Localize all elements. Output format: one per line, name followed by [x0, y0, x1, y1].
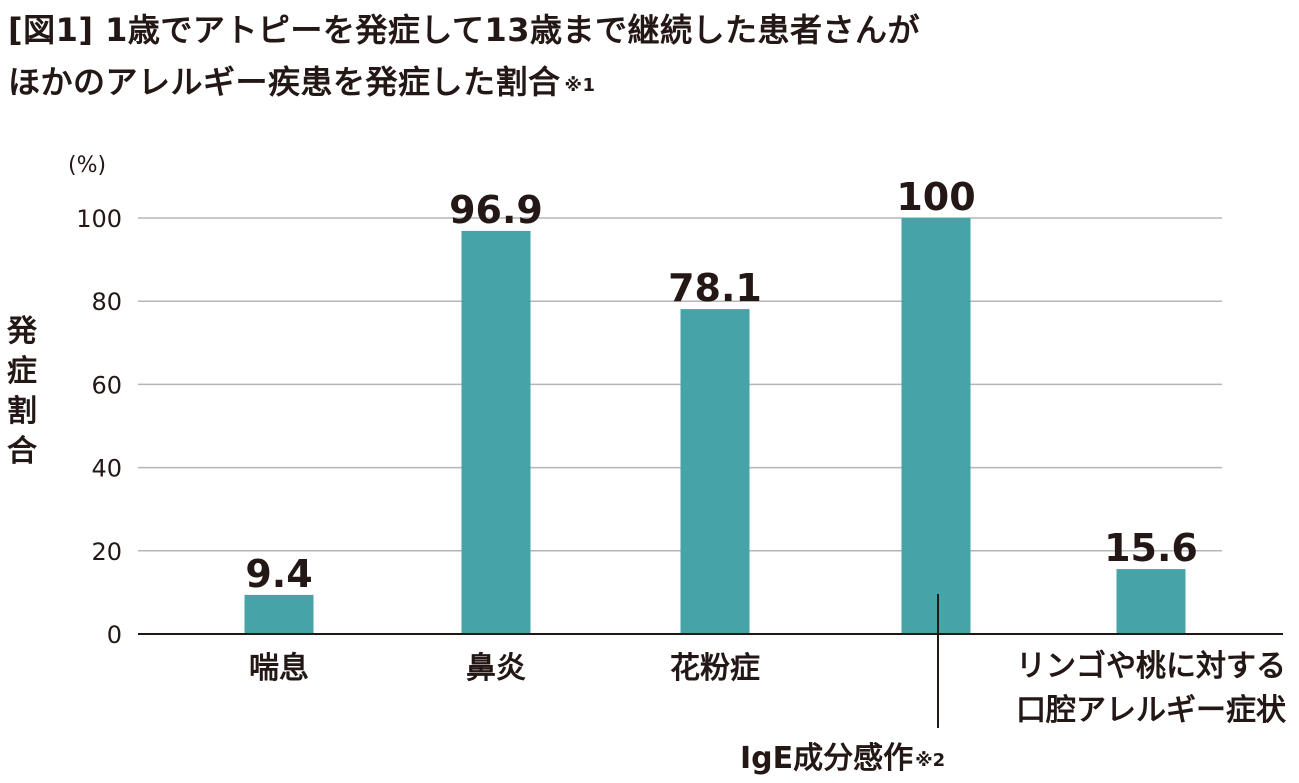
x-category-label: IgE成分感作 ※2 — [740, 737, 1000, 781]
chart-title-line2: ほかのアレルギー疾患を発症した割合 ※1 — [8, 56, 920, 108]
y-tick-label: 100 — [76, 205, 122, 233]
y-axis-unit: (%) — [68, 153, 107, 178]
x-category-label-line: 喘息 — [249, 651, 309, 686]
x-category-label: 鼻炎 — [416, 647, 576, 691]
bar — [1116, 569, 1186, 634]
bar-value-label: 9.4 — [245, 552, 312, 596]
y-tick-label: 80 — [91, 288, 122, 316]
x-category-label: 喘息 — [199, 647, 359, 691]
y-tick-label: 20 — [91, 538, 122, 566]
y-axis-label: 発症割合 — [7, 314, 37, 469]
category-footnote-mark: ※2 — [915, 750, 946, 771]
title-footnote-mark: ※1 — [564, 75, 596, 96]
x-category-label-line: リンゴや桃に対する — [1016, 649, 1286, 684]
x-category-label: 花粉症 — [635, 647, 795, 691]
x-category-label-line: 口腔アレルギー症状 — [1016, 693, 1286, 728]
bar-value-label: 96.9 — [449, 188, 543, 232]
chart-title-line2-text: ほかのアレルギー疾患を発症した割合 — [8, 63, 561, 101]
bar — [461, 230, 531, 634]
x-category-label-line: IgE成分感作 — [740, 741, 914, 776]
y-tick-label: 0 — [107, 621, 122, 649]
x-category-label-line: 鼻炎 — [466, 651, 526, 686]
bar — [901, 218, 971, 634]
bar — [680, 309, 750, 634]
x-category-label-line: 花粉症 — [670, 651, 760, 686]
bar-value-label: 100 — [896, 175, 975, 219]
bar-value-label: 15.6 — [1104, 526, 1198, 570]
y-tick-label: 40 — [91, 455, 122, 483]
chart-title-line1: [図1] 1歳でアトピーを発症して13歳まで継続した患者さんが — [8, 11, 920, 49]
chart-title: [図1] 1歳でアトピーを発症して13歳まで継続した患者さんが ほかのアレルギー… — [8, 4, 920, 108]
x-category-label: リンゴや桃に対する 口腔アレルギー症状 — [1003, 645, 1299, 733]
y-tick-label: 60 — [91, 371, 122, 399]
bar — [244, 594, 314, 634]
bar-value-label: 78.1 — [668, 266, 762, 310]
